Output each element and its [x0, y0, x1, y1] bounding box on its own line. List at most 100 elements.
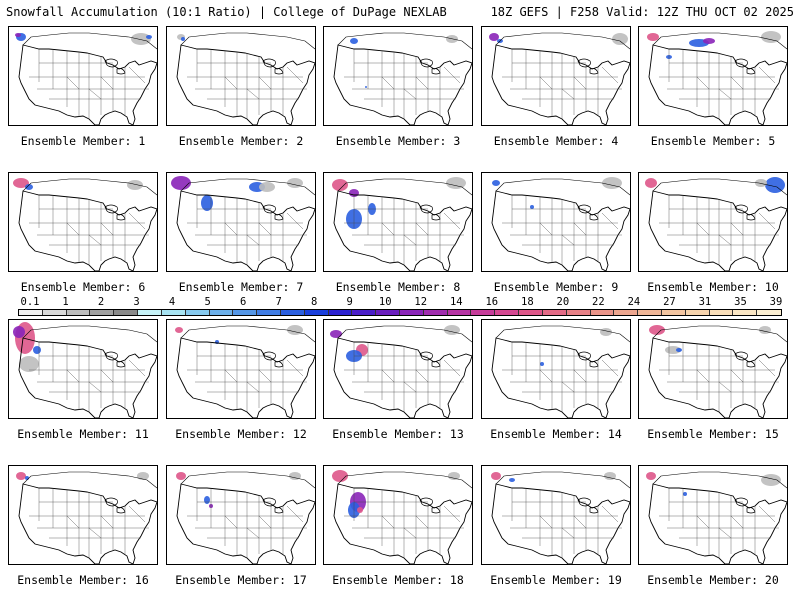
ensemble-member-label: Ensemble Member: 18: [332, 573, 464, 587]
us-map-svg: [489, 32, 630, 125]
ensemble-map-15: [638, 319, 788, 419]
snow-area: [25, 476, 29, 480]
colorbar-swatch: [638, 310, 662, 315]
us-outline: [491, 483, 630, 564]
colorbar-tick-label: 27: [663, 296, 676, 308]
great-lakes: [104, 497, 126, 514]
ensemble-map-16: [8, 465, 158, 565]
snow-area: [612, 33, 628, 45]
colorbar-swatch: [185, 310, 210, 315]
ensemble-member-label: Ensemble Member: 20: [647, 573, 779, 587]
state-border: [66, 515, 80, 529]
colorbar-swatch: [566, 310, 591, 315]
us-map-svg: [491, 177, 630, 271]
us-map-svg: [332, 177, 472, 271]
state-border: [415, 515, 429, 529]
us-map-svg: [175, 325, 315, 418]
state-border: [66, 222, 80, 236]
colorbar-tick-label: 4: [168, 296, 176, 308]
great-lakes: [734, 58, 756, 75]
state-border: [696, 515, 710, 529]
us-map-svg: [491, 325, 630, 418]
snow-area: [201, 195, 213, 211]
state-border: [601, 359, 619, 377]
state-border: [718, 234, 732, 246]
us-map-svg: [13, 178, 157, 271]
colorbar-swatch: [447, 310, 472, 315]
colorbar-swatch: [685, 310, 710, 315]
us-outline: [18, 337, 157, 418]
us-map-svg: [647, 31, 787, 125]
canada-border: [337, 471, 472, 489]
great-lakes: [104, 204, 126, 221]
us-outline: [333, 44, 472, 125]
ensemble-member-label: Ensemble Member: 6: [20, 280, 146, 294]
snow-area: [16, 472, 26, 480]
state-border: [246, 88, 260, 100]
us-map-svg: [171, 176, 315, 271]
snow-area: [127, 180, 143, 190]
snow-area: [602, 177, 622, 189]
colorbar-tick-label: 3: [133, 296, 140, 308]
snow-area: [181, 37, 185, 41]
ensemble-map-2: [166, 26, 316, 126]
ensemble-map-4: [481, 26, 631, 126]
ensemble-map-11: [8, 319, 158, 419]
colorbar-swatch: [19, 310, 43, 315]
canada-border: [652, 32, 787, 50]
snow-area: [683, 492, 687, 496]
us-map-svg: [646, 471, 787, 564]
us-outline: [648, 190, 787, 271]
snow-area: [332, 179, 348, 191]
state-border: [539, 76, 553, 90]
snow-area: [755, 179, 767, 187]
snow-area: [492, 180, 500, 186]
us-map-svg: [645, 177, 787, 271]
snow-area: [350, 38, 358, 44]
us-outline: [491, 190, 630, 271]
state-border: [224, 222, 238, 236]
state-border: [128, 212, 146, 230]
colorbar-swatch: [161, 310, 186, 315]
canada-border: [22, 178, 157, 196]
state-border: [443, 66, 461, 84]
ensemble-member-label: Ensemble Member: 9: [493, 280, 619, 294]
colorbar-tick-label: 7: [275, 296, 282, 308]
state-border: [224, 515, 238, 529]
great-lakes: [419, 58, 441, 75]
state-border: [561, 234, 575, 246]
us-outline: [333, 483, 472, 564]
snow-area: [176, 472, 186, 480]
ensemble-map-18: [323, 465, 473, 565]
colorbar-swatch: [233, 310, 258, 315]
great-lakes: [577, 204, 599, 221]
great-lakes: [577, 497, 599, 514]
canada-border: [652, 471, 787, 489]
snow-area: [259, 182, 275, 192]
snow-area: [287, 325, 303, 335]
ensemble-map-12: [166, 319, 316, 419]
ensemble-map-9: [481, 172, 631, 272]
colorbar-swatch: [733, 310, 758, 315]
state-border: [561, 88, 575, 100]
colorbar-tick-label: 9: [346, 296, 353, 308]
state-border: [415, 369, 429, 383]
state-border: [224, 369, 238, 383]
ensemble-map-14: [481, 319, 631, 419]
state-border: [415, 222, 429, 236]
state-border: [573, 369, 587, 383]
state-border: [403, 88, 417, 100]
state-border: [381, 515, 395, 529]
snow-area: [489, 33, 499, 41]
state-border: [730, 76, 744, 90]
state-border: [696, 369, 710, 383]
us-outline: [648, 483, 787, 564]
ensemble-member-label: Ensemble Member: 2: [178, 134, 304, 148]
ensemble-map-19: [481, 465, 631, 565]
great-lakes: [419, 351, 441, 368]
colorbar-swatch: [614, 310, 639, 315]
snow-area: [289, 472, 301, 480]
great-lakes: [577, 58, 599, 75]
colorbar-swatch: [114, 310, 139, 315]
great-lakes: [262, 58, 284, 75]
